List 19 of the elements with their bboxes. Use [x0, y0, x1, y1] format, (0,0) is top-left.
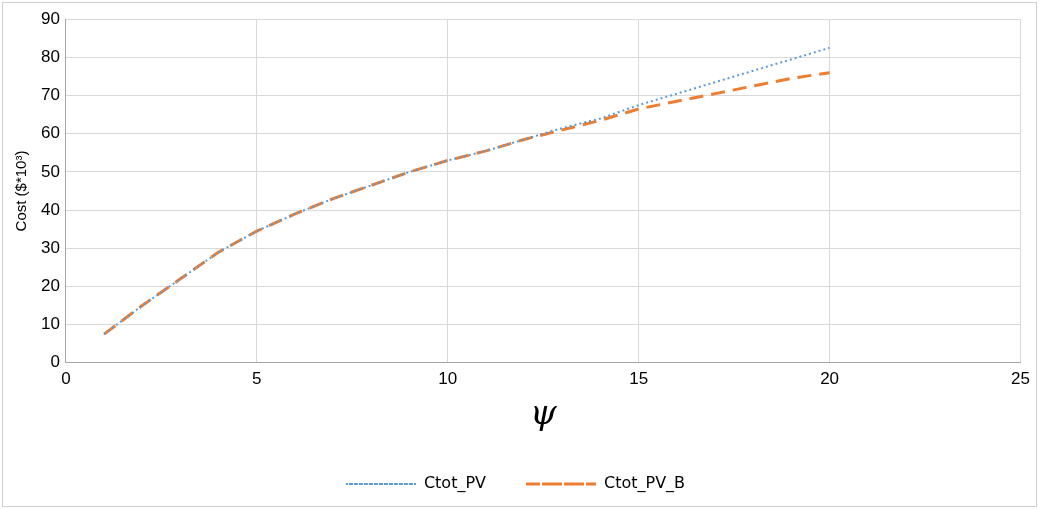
legend-label: Ctot_PV_B	[604, 473, 686, 494]
x-tick-label: 25	[1011, 368, 1031, 388]
y-tick-label: 80	[40, 47, 60, 67]
y-tick-label: 70	[40, 85, 60, 105]
x-tick-label: 20	[820, 368, 840, 388]
y-tick-label: 20	[40, 276, 60, 296]
y-axis-title: Cost ($*10³)	[12, 150, 30, 232]
y-tick-label: 30	[40, 237, 60, 257]
y-tick-label: 90	[40, 8, 60, 28]
y-tick-label: 50	[40, 161, 60, 181]
y-tick-label: 10	[40, 314, 60, 334]
y-tick-label: 40	[40, 199, 60, 219]
legend-label: Ctot_PV	[423, 473, 487, 494]
x-tick-label: 5	[252, 368, 262, 388]
x-tick-label: 15	[629, 368, 649, 388]
y-tick-label: 0	[50, 352, 60, 372]
x-tick-label: 10	[438, 368, 458, 388]
y-tick-label: 60	[40, 123, 60, 143]
x-axis-title: ψ	[529, 392, 557, 433]
